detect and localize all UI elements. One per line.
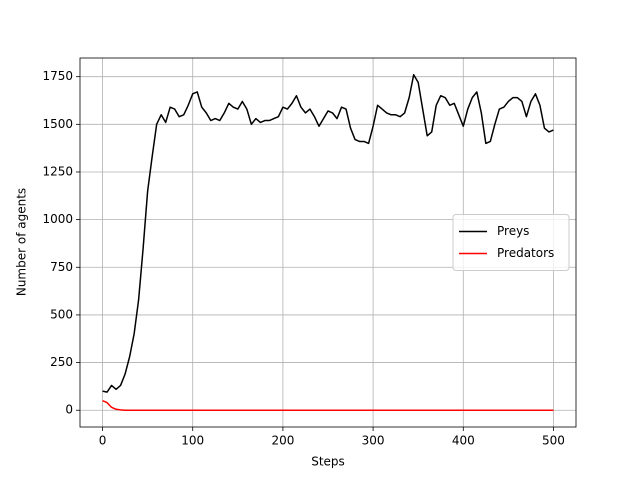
y-tick-label: 1000	[42, 212, 73, 226]
y-tick-label: 250	[50, 355, 73, 369]
y-tick-label: 1250	[42, 164, 73, 178]
x-tick-label: 300	[362, 434, 385, 448]
x-tick-label: 0	[99, 434, 107, 448]
x-tick-label: 400	[452, 434, 475, 448]
plot-frame	[79, 57, 577, 428]
x-axis-label: Steps	[311, 455, 345, 469]
y-tick-label: 1500	[42, 117, 73, 131]
y-tick-label: 1750	[42, 69, 73, 83]
legend-label: Preys	[497, 224, 529, 238]
legend-label: Predators	[497, 246, 554, 260]
y-tick-label: 0	[65, 403, 73, 417]
y-tick-label: 750	[50, 260, 73, 274]
legend-box	[452, 214, 570, 271]
series-line	[102, 74, 554, 393]
y-tick-label: 500	[50, 307, 73, 321]
y-axis-label: Number of agents	[15, 188, 29, 296]
legend: Preys Predators	[452, 214, 570, 271]
x-tick-label: 200	[271, 434, 294, 448]
x-tick-label: 100	[181, 434, 204, 448]
x-tick-label: 500	[542, 434, 565, 448]
series-line	[102, 400, 554, 411]
